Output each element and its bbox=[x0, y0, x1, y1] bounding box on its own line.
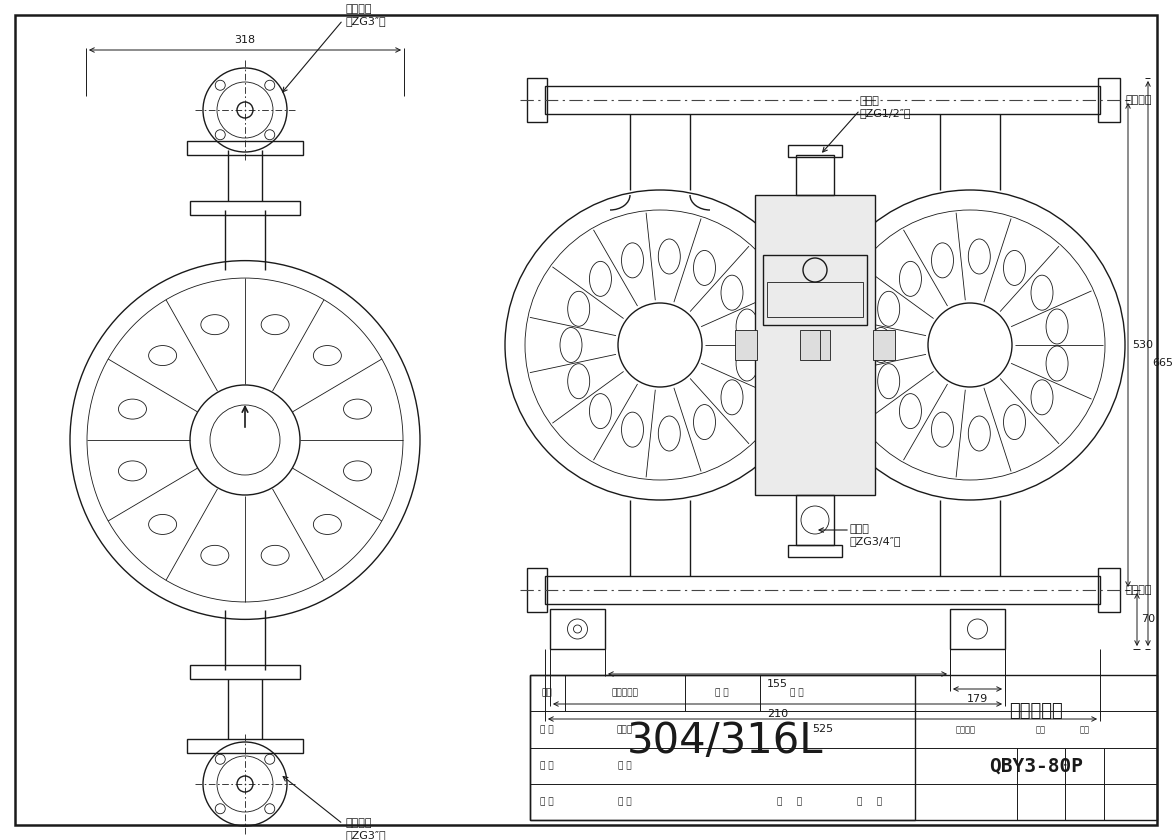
Bar bbox=[545, 576, 1101, 604]
Text: 179: 179 bbox=[967, 694, 988, 704]
Bar bbox=[550, 609, 605, 649]
Bar bbox=[527, 568, 547, 612]
Bar bbox=[796, 495, 834, 545]
Text: 物料进口
（ZG3″）: 物料进口 （ZG3″） bbox=[345, 818, 386, 840]
Bar bbox=[810, 330, 830, 360]
Bar bbox=[1098, 78, 1120, 122]
Bar bbox=[800, 330, 820, 360]
Bar bbox=[190, 665, 300, 679]
Bar bbox=[950, 609, 1006, 649]
Bar bbox=[530, 675, 915, 820]
Bar bbox=[188, 141, 304, 155]
Text: 比例: 比例 bbox=[1079, 725, 1090, 734]
Text: 318: 318 bbox=[234, 35, 255, 45]
Text: （出口）: （出口） bbox=[1126, 95, 1152, 105]
Bar bbox=[527, 78, 547, 122]
Bar bbox=[873, 330, 895, 360]
Text: 工 艺: 工 艺 bbox=[540, 797, 554, 806]
Bar bbox=[188, 739, 304, 753]
Bar bbox=[788, 545, 841, 557]
Text: 304/316L: 304/316L bbox=[627, 720, 823, 762]
Text: 物料出口
（ZG3″）: 物料出口 （ZG3″） bbox=[345, 4, 386, 26]
Bar bbox=[545, 86, 1101, 114]
Text: 共     页: 共 页 bbox=[777, 797, 803, 806]
Text: 批 准: 批 准 bbox=[618, 761, 632, 770]
Bar bbox=[763, 255, 867, 325]
Text: 530: 530 bbox=[1132, 340, 1153, 350]
Text: 日 期: 日 期 bbox=[790, 689, 804, 698]
Text: 进气口
（ZG1/2″）: 进气口 （ZG1/2″） bbox=[860, 96, 912, 118]
Bar bbox=[796, 155, 834, 195]
Text: 第     页: 第 页 bbox=[858, 797, 883, 806]
Bar bbox=[190, 201, 300, 215]
Text: 签 字: 签 字 bbox=[715, 689, 729, 698]
Text: 审 核: 审 核 bbox=[540, 761, 554, 770]
Text: QBY3-80P: QBY3-80P bbox=[989, 756, 1083, 775]
Bar bbox=[1098, 568, 1120, 612]
Text: 消声器
（ZG3/4″）: 消声器 （ZG3/4″） bbox=[850, 524, 901, 546]
Text: 标准化: 标准化 bbox=[616, 725, 633, 734]
Text: 重量: 重量 bbox=[1036, 725, 1045, 734]
Text: 更改文件号: 更改文件号 bbox=[612, 689, 639, 698]
Text: 155: 155 bbox=[766, 679, 788, 689]
Text: 安装尺寸图: 安装尺寸图 bbox=[1009, 702, 1063, 720]
Text: 标记: 标记 bbox=[541, 689, 552, 698]
Bar bbox=[530, 675, 1157, 820]
Text: 设 计: 设 计 bbox=[540, 725, 554, 734]
Text: 70: 70 bbox=[1142, 615, 1156, 624]
Bar bbox=[766, 282, 863, 317]
Text: 210: 210 bbox=[766, 709, 788, 719]
Text: 日 期: 日 期 bbox=[618, 797, 632, 806]
Text: 665: 665 bbox=[1152, 359, 1172, 369]
Text: （进口）: （进口） bbox=[1126, 585, 1152, 595]
Text: 图样标记: 图样标记 bbox=[956, 725, 976, 734]
Bar bbox=[788, 145, 841, 157]
Bar bbox=[735, 330, 757, 360]
Bar bbox=[755, 195, 875, 495]
Text: 525: 525 bbox=[812, 724, 833, 734]
